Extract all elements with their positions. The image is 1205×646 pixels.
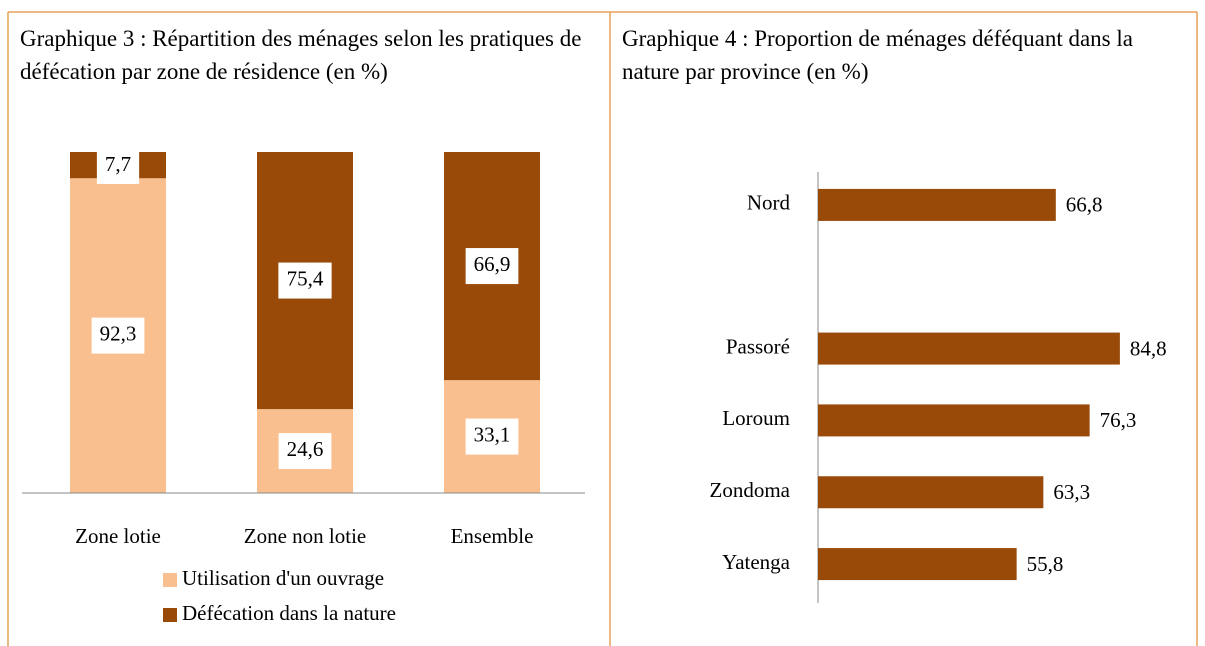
x-tick-label: Ensemble <box>451 524 534 548</box>
bar <box>818 188 1056 221</box>
y-tick-label: Yatenga <box>722 550 791 574</box>
x-tick-label: Zone non lotie <box>244 524 366 548</box>
value-label: 7,7 <box>105 152 131 176</box>
value-label-box <box>465 248 519 285</box>
value-label-box <box>91 317 145 354</box>
y-tick-label: Loroum <box>722 406 790 430</box>
bar <box>818 404 1090 437</box>
y-tick-label: Passoré <box>726 334 790 358</box>
value-label-box <box>465 418 519 455</box>
value-label: 92,3 <box>100 321 137 345</box>
value-label: 84,8 <box>1130 336 1167 360</box>
legend-swatch <box>163 608 177 622</box>
value-label: 55,8 <box>1027 552 1064 576</box>
legend-label: Utilisation d'un ouvrage <box>182 566 384 590</box>
bar <box>818 548 1017 581</box>
chart-title: Graphique 4 : Proportion de ménages défé… <box>622 26 1133 84</box>
bar <box>818 476 1044 509</box>
value-label-box <box>278 433 332 470</box>
frame <box>7 11 1198 646</box>
value-label: 33,1 <box>474 422 511 446</box>
y-tick-label: Nord <box>747 191 791 215</box>
x-tick-label: Zone lotie <box>75 524 161 548</box>
value-label: 63,3 <box>1053 480 1090 504</box>
y-tick-label: Zondoma <box>710 478 791 502</box>
value-label: 66,9 <box>474 252 511 276</box>
value-label: 24,6 <box>287 437 324 461</box>
value-label-box <box>96 148 140 184</box>
value-label: 66,8 <box>1066 193 1103 217</box>
bar <box>818 332 1120 365</box>
legend-label: Défécation dans la nature <box>182 601 396 625</box>
legend-swatch <box>163 573 177 587</box>
value-label-box <box>278 262 332 299</box>
value-label: 76,3 <box>1100 408 1137 432</box>
value-label: 75,4 <box>287 266 324 290</box>
chart-title: Graphique 3 : Répartition des ménages se… <box>20 26 582 84</box>
